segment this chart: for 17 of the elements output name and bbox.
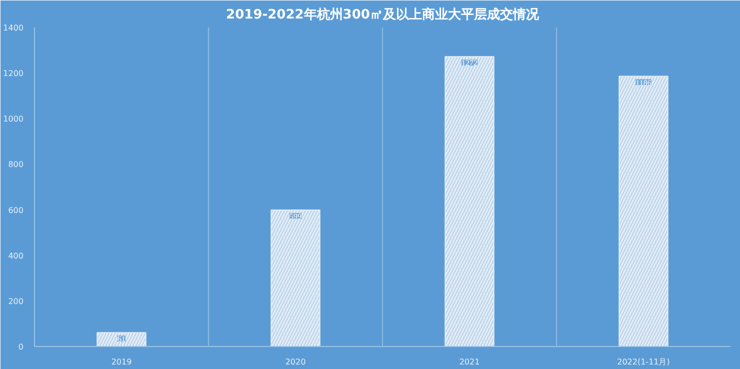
data-label: 1272 xyxy=(462,58,478,68)
x-tick-label: 2019 xyxy=(111,358,132,366)
data-label: 599 xyxy=(290,212,302,222)
chart-title: 2019-2022年杭州300㎡及以上商业大平层成交情况 xyxy=(226,6,540,22)
x-tick-label: 2022(1-11月) xyxy=(617,358,670,366)
y-tick-label: 400 xyxy=(8,251,24,260)
y-tick-label: 1400 xyxy=(3,24,24,32)
y-tick-label: 200 xyxy=(8,296,24,306)
data-label: 1186 xyxy=(636,78,652,88)
x-tick-label: 2020 xyxy=(285,358,306,366)
y-tick-label: 1000 xyxy=(3,114,24,124)
y-tick-label: 0 xyxy=(18,342,24,352)
y-tick-label: 800 xyxy=(8,160,24,170)
y-tick-label: 1200 xyxy=(3,69,24,78)
y-tick-label: 600 xyxy=(8,206,24,215)
data-label: 61 xyxy=(118,334,126,344)
x-tick-label: 2021 xyxy=(459,358,480,366)
